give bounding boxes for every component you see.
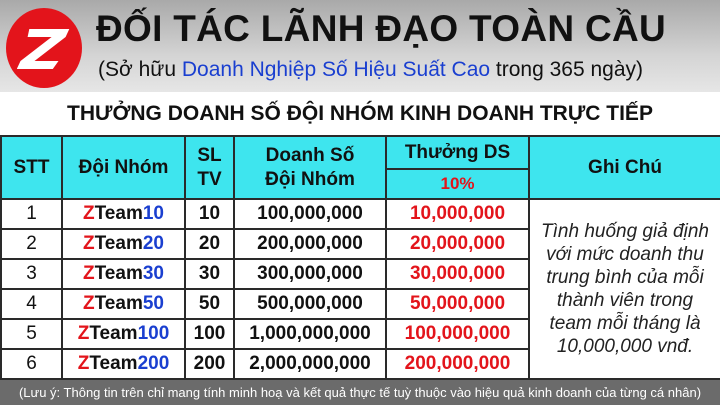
header-team: Đội Nhóm (61, 135, 186, 200)
cell-revenue: 2,000,000,000 (233, 348, 387, 380)
cell-bonus: 50,000,000 (385, 288, 530, 320)
title-band (0, 92, 720, 135)
cell-team: ZTeam10 (61, 198, 186, 230)
subtitle-post: trong 365 ngày) (490, 58, 643, 81)
team-prefix: ZTeam (83, 203, 143, 224)
header-stt: STT (0, 135, 63, 200)
header-revenue-line1: Doanh Số (265, 144, 355, 166)
cell-stt: 6 (0, 348, 63, 380)
header-banner: ĐỐI TÁC LÃNH ĐẠO TOÀN CẦU (Sở hữu Doanh … (0, 0, 720, 92)
section-title: THƯỞNG DOANH SỐ ĐỘI NHÓM KINH DOANH TRỰC… (67, 102, 653, 125)
cell-sl: 50 (184, 288, 235, 320)
header-bonus: Thưởng DS (385, 135, 530, 170)
bonus-table: STT Đội Nhóm SL TV Doanh Số Đội Nhóm Thưởn… (0, 135, 720, 380)
z-logo (6, 8, 82, 88)
cell-sl: 100 (184, 318, 235, 350)
header-tv: TV (197, 168, 222, 190)
header-sl-tv: SL TV (184, 135, 235, 200)
subtitle-highlight: Doanh Nghiệp Số Hiệu Suất Cao (181, 58, 491, 81)
cell-sl: 200 (184, 348, 235, 380)
cell-sl: 20 (184, 228, 235, 260)
cell-bonus: 30,000,000 (385, 258, 530, 290)
cell-revenue: 1,000,000,000 (233, 318, 387, 350)
header-sl: SL (197, 144, 222, 166)
footnote: (Lưu ý: Thông tin trên chỉ mang tính min… (0, 380, 720, 405)
team-number: 100 (137, 323, 170, 344)
table-row: 5 ZTeam100 100 1,000,000,000 100,000,000 (0, 318, 720, 350)
table-header-row: STT Đội Nhóm SL TV Doanh Số Đội Nhóm Thưởn… (0, 135, 720, 200)
cell-stt: 1 (0, 198, 63, 230)
cell-revenue: 300,000,000 (233, 258, 387, 290)
cell-stt: 2 (0, 228, 63, 260)
header-bonus-pct: 10% (385, 168, 530, 200)
cell-bonus: 10,000,000 (385, 198, 530, 230)
cell-revenue: 200,000,000 (233, 228, 387, 260)
header-note: Ghi Chú (528, 135, 720, 200)
header-revenue-line2: Đội Nhóm (265, 168, 355, 190)
team-prefix: ZTeam (77, 353, 138, 374)
team-prefix: ZTeam (77, 323, 138, 344)
team-prefix: ZTeam (83, 263, 143, 284)
cell-team: ZTeam20 (61, 228, 186, 260)
table-row: 2 ZTeam20 20 200,000,000 20,000,000 (0, 228, 720, 260)
subtitle-pre: (Sở hữu (98, 58, 182, 81)
cell-revenue: 100,000,000 (233, 198, 387, 230)
cell-bonus: 100,000,000 (385, 318, 530, 350)
team-number: 10 (142, 203, 164, 224)
z-logo-icon (17, 29, 70, 69)
header-revenue: Doanh Số Đội Nhóm (233, 135, 387, 200)
table-row: 6 ZTeam200 200 2,000,000,000 200,000,000 (0, 348, 720, 380)
team-number: 50 (142, 293, 164, 314)
page-title: ĐỐI TÁC LÃNH ĐẠO TOÀN CẦU (96, 8, 667, 49)
team-number: 200 (137, 353, 170, 374)
cell-team: ZTeam200 (61, 348, 186, 380)
cell-stt: 5 (0, 318, 63, 350)
cell-bonus: 20,000,000 (385, 228, 530, 260)
cell-team: ZTeam30 (61, 258, 186, 290)
table-row: 4 ZTeam50 50 500,000,000 50,000,000 (0, 288, 720, 320)
cell-bonus: 200,000,000 (385, 348, 530, 380)
cell-team: ZTeam100 (61, 318, 186, 350)
cell-team: ZTeam50 (61, 288, 186, 320)
team-prefix: ZTeam (83, 293, 143, 314)
team-number: 30 (142, 263, 164, 284)
cell-sl: 10 (184, 198, 235, 230)
cell-revenue: 500,000,000 (233, 288, 387, 320)
table-row: 1 ZTeam10 10 100,000,000 10,000,000 Tình … (0, 198, 720, 380)
team-number: 20 (142, 233, 164, 254)
table-row: 3 ZTeam30 30 300,000,000 30,000,000 (0, 258, 720, 290)
cell-stt: 4 (0, 288, 63, 320)
page-subtitle: (Sở hữu Doanh Nghiệp Số Hiệu Suất Cao tr… (98, 58, 643, 82)
cell-note: Tình huống giả định với mức doanh thu tr… (528, 198, 720, 380)
team-prefix: ZTeam (83, 233, 143, 254)
cell-stt: 3 (0, 258, 63, 290)
cell-sl: 30 (184, 258, 235, 290)
